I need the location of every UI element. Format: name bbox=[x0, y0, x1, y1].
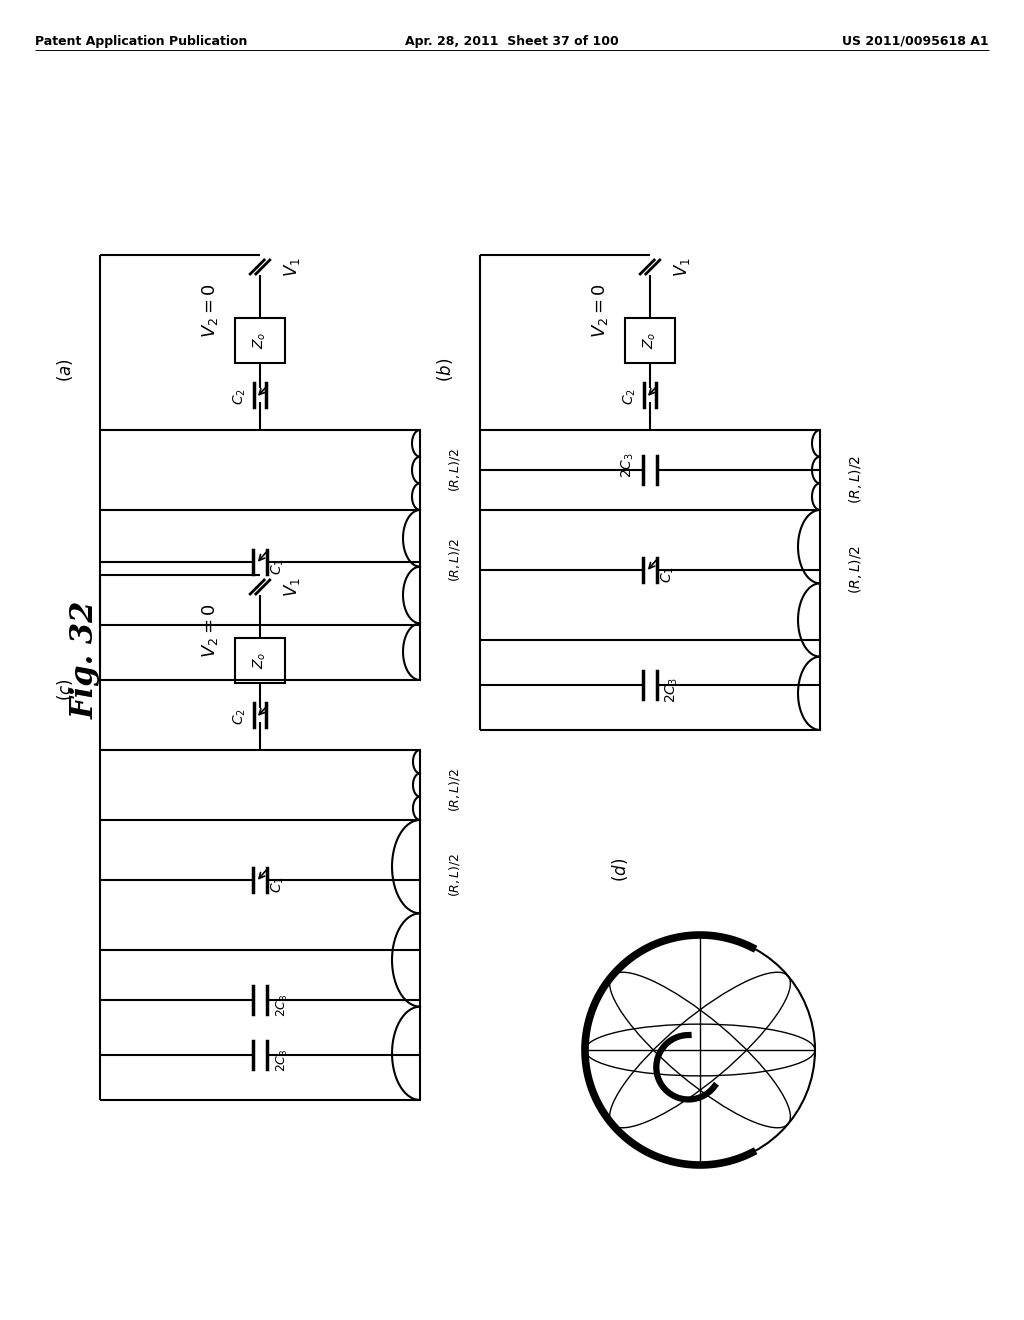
Text: Apr. 28, 2011  Sheet 37 of 100: Apr. 28, 2011 Sheet 37 of 100 bbox=[406, 36, 618, 48]
Text: $C_2$: $C_2$ bbox=[231, 388, 248, 405]
Text: Fig. 32: Fig. 32 bbox=[70, 601, 100, 719]
Text: $C_1$: $C_1$ bbox=[659, 566, 676, 583]
Text: $V_2 = 0$: $V_2 = 0$ bbox=[200, 282, 220, 338]
Text: US 2011/0095618 A1: US 2011/0095618 A1 bbox=[843, 36, 989, 48]
Text: $2C_3$: $2C_3$ bbox=[274, 1048, 290, 1072]
Text: $(R,L)/2$: $(R,L)/2$ bbox=[447, 539, 463, 582]
Text: $Z_o$: $Z_o$ bbox=[642, 331, 658, 348]
Text: $C_1$: $C_1$ bbox=[269, 876, 286, 894]
Bar bbox=[234, 638, 285, 682]
Text: $Z_o$: $Z_o$ bbox=[252, 651, 268, 669]
Text: $(R,L)/2$: $(R,L)/2$ bbox=[847, 545, 863, 594]
Text: $(c)$: $(c)$ bbox=[55, 678, 75, 701]
Text: $C_2$: $C_2$ bbox=[622, 388, 638, 405]
Text: $C_1$: $C_1$ bbox=[269, 558, 286, 576]
Text: $(R,L)/2$: $(R,L)/2$ bbox=[447, 447, 463, 492]
Text: $V_2 = 0$: $V_2 = 0$ bbox=[590, 282, 610, 338]
Text: $(R,L)/2$: $(R,L)/2$ bbox=[447, 853, 463, 898]
Text: $(b)$: $(b)$ bbox=[435, 358, 455, 381]
Text: $V_1$: $V_1$ bbox=[282, 257, 302, 277]
Text: $(R,L)/2$: $(R,L)/2$ bbox=[847, 455, 863, 504]
Text: Patent Application Publication: Patent Application Publication bbox=[35, 36, 248, 48]
Text: $V_1$: $V_1$ bbox=[282, 577, 302, 597]
Bar bbox=[625, 318, 675, 363]
Text: $Z_o$: $Z_o$ bbox=[252, 331, 268, 348]
Text: $2C_3$: $2C_3$ bbox=[274, 993, 290, 1016]
Text: $V_2 = 0$: $V_2 = 0$ bbox=[200, 602, 220, 657]
Text: $(d)$: $(d)$ bbox=[610, 858, 630, 882]
Text: $2C_3$: $2C_3$ bbox=[664, 677, 680, 704]
Bar bbox=[234, 318, 285, 363]
Text: $(a)$: $(a)$ bbox=[55, 358, 75, 381]
Text: $C_2$: $C_2$ bbox=[231, 709, 248, 726]
Text: $(R,L)/2$: $(R,L)/2$ bbox=[447, 768, 463, 812]
Text: $2C_3$: $2C_3$ bbox=[620, 451, 636, 478]
Text: $V_1$: $V_1$ bbox=[672, 257, 692, 277]
